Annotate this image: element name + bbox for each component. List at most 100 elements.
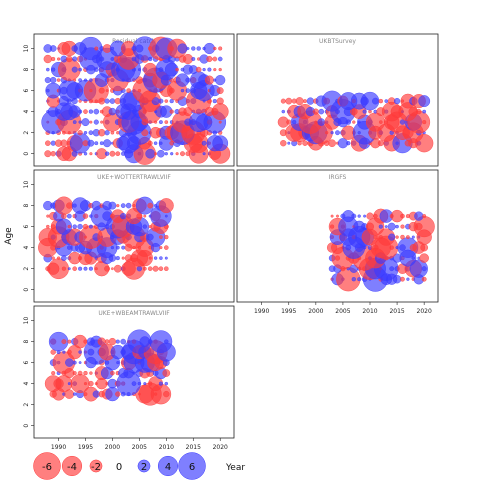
bubble-point (153, 256, 158, 260)
bubble-point (110, 130, 115, 135)
bubble-point (204, 75, 214, 85)
bubble-point (83, 130, 88, 135)
bubble-point (379, 120, 383, 124)
bubble-point (163, 390, 170, 398)
bubble-point (416, 108, 422, 115)
bubble-point (164, 99, 169, 103)
y-tick-label: 2 (23, 403, 30, 407)
bubble-point (399, 119, 406, 125)
bubble-point (136, 213, 143, 220)
bubble-point (330, 131, 334, 135)
x-tick-label: 1995 (281, 308, 296, 315)
y-axis-label: Age (4, 227, 14, 245)
bubble-point (78, 78, 82, 82)
bubble-point (180, 88, 185, 93)
bubble-point (215, 75, 226, 86)
bubble-point (115, 151, 121, 157)
bubble-point (419, 253, 429, 263)
bubble-point (78, 350, 82, 354)
bubble-point (411, 235, 415, 239)
bubble-point (120, 213, 127, 220)
bubble-point (157, 149, 165, 158)
bubble-point (110, 370, 115, 376)
panel-irgfs: IRGFS 1990 1995 2000 2005 2010 2015 2020 (236, 169, 439, 315)
x-tick-label: 2010 (362, 308, 377, 315)
y-tick-label: 0 (23, 288, 30, 292)
y-tick-label: 2 (23, 267, 30, 271)
bubble-point (49, 45, 57, 52)
bubble-point (159, 235, 163, 239)
bubble-point (158, 266, 164, 272)
bubble-point (281, 109, 286, 114)
bubble-point (83, 78, 88, 82)
bubble-point (302, 140, 308, 146)
bubble-point (72, 266, 77, 271)
bubble-point (143, 382, 147, 386)
bubble-point (46, 224, 50, 229)
bubble-point (78, 266, 83, 271)
panels-layer: Residual catch 0 2 4 6 8 10 UKBTSurvey UKE+WOTTE… (23, 33, 439, 451)
y-tick-label: 8 (23, 203, 30, 207)
bubble-point (388, 233, 396, 241)
bubble-point (287, 141, 291, 145)
bubble-point (91, 200, 102, 211)
bubble-point (94, 46, 99, 51)
bubble-point (303, 99, 307, 104)
bubble-point (120, 338, 126, 345)
bubble-point (99, 141, 104, 146)
bubble-point (421, 266, 427, 272)
bubble-point (212, 56, 218, 62)
x-tick-label: 2010 (159, 444, 174, 451)
bubble-point (77, 223, 83, 230)
bubble-point (110, 245, 115, 250)
bubble-point (147, 202, 154, 209)
bubble-point (389, 266, 395, 272)
bubble-point (72, 120, 77, 124)
bubble-point (141, 129, 149, 137)
bubble-point (389, 245, 394, 250)
bubble-point (147, 266, 153, 271)
bubble-point (346, 141, 351, 146)
x-tick-label: 1990 (51, 444, 66, 451)
bubble-point (185, 77, 191, 83)
bubble-point (65, 358, 74, 367)
bubble-point (418, 95, 431, 108)
bubble-point (43, 54, 52, 64)
bubble-point (175, 67, 179, 72)
bubble-point (82, 140, 89, 147)
bubble-point (120, 203, 126, 208)
bubble-point (89, 78, 93, 82)
bubble-point (164, 266, 169, 271)
bubble-point (314, 120, 318, 124)
x-tick-label: 2015 (186, 444, 201, 451)
y-tick-label: 10 (23, 317, 30, 325)
bubble-point (137, 381, 142, 386)
bubble-point (158, 198, 174, 214)
bubble-point (44, 150, 52, 158)
bubble-point (286, 119, 292, 125)
legend-label: 2 (141, 462, 147, 473)
bubble-point (116, 361, 120, 365)
legend-label: -6 (42, 462, 52, 473)
bubble-point (400, 224, 405, 229)
bubble-point (409, 259, 428, 278)
bubble-point (213, 68, 217, 72)
bubble-point (104, 130, 110, 136)
bubble-point (191, 57, 196, 61)
bubble-point (387, 222, 396, 231)
bubble-point (125, 202, 132, 209)
bubble-point (152, 265, 159, 272)
bubble-point (67, 267, 71, 271)
bubble-point (216, 97, 224, 105)
bubble-point (87, 139, 95, 147)
x-tick-label: 2020 (417, 308, 432, 315)
bubble-point (218, 120, 222, 124)
bubble-point (94, 141, 99, 146)
bubble-point (72, 371, 77, 376)
panel-ukbtsurvey: UKBTSurvey (236, 33, 439, 167)
bubble-point (195, 66, 202, 73)
x-tick-label: 1995 (78, 444, 93, 451)
bubble-point (218, 67, 222, 72)
bubble-point (126, 88, 131, 93)
x-tick-label: 2015 (389, 308, 404, 315)
